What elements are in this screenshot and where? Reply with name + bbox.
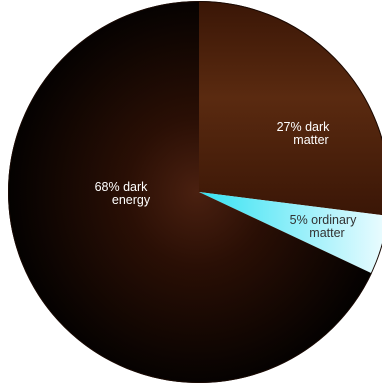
label-dark-energy-line-1: 68% dark (95, 180, 149, 194)
label-dark-matter-line-2: matter (293, 133, 328, 147)
slice-dark-matter (199, 1, 382, 216)
slice-dark-energy (8, 1, 372, 383)
pie-slices (8, 1, 382, 383)
label-dark-matter-line-1: 27% dark (277, 120, 331, 134)
label-ordinary-matter-line-2: matter (309, 226, 344, 240)
label-dark-energy-line-2: energy (112, 193, 151, 207)
label-dark-matter: 27% dark matter (277, 120, 331, 147)
slice-ordinary-matter (199, 192, 382, 274)
label-dark-energy: 68% dark energy (95, 180, 151, 207)
label-ordinary-matter-line-1: 5% ordinary (290, 213, 357, 227)
label-ordinary-matter: 5% ordinary matter (290, 213, 357, 240)
